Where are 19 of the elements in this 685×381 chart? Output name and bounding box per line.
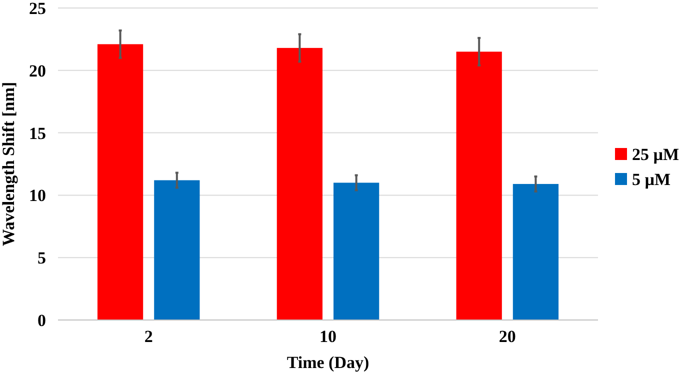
y-tick-label: 15 [29,124,46,143]
legend-label: 25 µM [632,144,680,164]
bar [456,52,502,320]
bar [334,182,380,320]
y-axis-title: Wavelength Shift [nm] [0,82,18,246]
x-axis-title: Time (Day) [286,353,370,372]
bar [512,184,559,320]
bar [276,48,322,320]
x-tick-label: 10 [320,327,336,346]
x-tick-label: 20 [498,327,516,346]
y-tick-label: 25 [29,0,46,18]
legend-label: 5 µM [632,170,671,189]
bar [154,180,200,320]
y-tick-label: 5 [38,248,46,268]
y-tick-label: 20 [29,61,46,80]
bar [97,44,144,320]
x-tick-label: 2 [144,327,153,346]
y-tick-label: 10 [29,186,46,206]
y-tick-label: 0 [38,310,46,330]
